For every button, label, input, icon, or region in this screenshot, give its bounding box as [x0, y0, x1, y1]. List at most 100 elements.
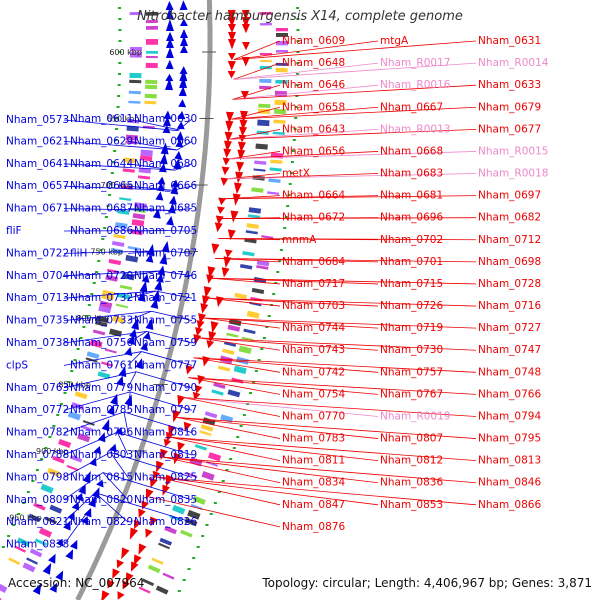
minus-strand-gene	[225, 120, 234, 133]
minus-strand-gene	[196, 320, 205, 330]
plus-strand-gene	[165, 47, 174, 59]
cog-feature	[201, 471, 215, 481]
cog-feature	[139, 155, 153, 162]
kbp-label: 700 kbp	[101, 181, 134, 190]
cog-tick	[110, 172, 114, 174]
minus-strand-gene	[165, 431, 174, 442]
cog-tick	[118, 18, 122, 20]
minus-strand-gene	[150, 477, 158, 488]
gene-label: Nham_R0019	[380, 410, 450, 422]
cog-tick	[35, 469, 39, 471]
gene-label: Nham_0738	[6, 337, 69, 349]
plus-strand-gene	[165, 8, 174, 20]
leader-line	[102, 472, 193, 501]
cog-feature	[275, 40, 288, 46]
cog-feature	[58, 438, 72, 448]
cog-tick	[7, 535, 11, 537]
leader-line	[232, 84, 379, 100]
cog-tick	[288, 183, 292, 185]
minus-strand-gene	[130, 561, 139, 572]
minus-strand-gene	[160, 448, 168, 460]
gene-label: Nham_0679	[478, 101, 541, 113]
cog-feature	[261, 235, 274, 240]
minus-strand-gene	[152, 470, 161, 479]
gene-label: Nham_0633	[478, 79, 541, 91]
gene-label: Nham_0716	[478, 300, 541, 312]
plus-strand-gene	[139, 280, 148, 293]
gene-label: Nham_0846	[478, 477, 541, 489]
gene-label: Nham_0812	[380, 455, 443, 467]
leader-line	[63, 208, 171, 211]
cog-feature	[28, 513, 41, 523]
accession-text: Accession: NC_007964	[8, 576, 145, 590]
leader-line	[193, 357, 379, 373]
cog-tick	[73, 359, 77, 361]
plus-strand-gene	[179, 69, 188, 82]
cog-feature	[112, 315, 126, 324]
plus-strand-gene	[71, 501, 80, 511]
leader-line	[207, 297, 477, 307]
cog-feature	[246, 223, 259, 229]
cog-tick	[232, 447, 236, 449]
cog-feature	[254, 160, 267, 165]
leader-line	[176, 141, 193, 151]
minus-strand-gene	[223, 256, 232, 268]
gene-label: Nham_0798	[6, 471, 69, 483]
cog-feature	[247, 214, 261, 219]
leader-line	[228, 151, 281, 160]
cog-feature	[69, 454, 83, 463]
gene-label: Nham_0648	[282, 57, 345, 69]
minus-strand-gene	[107, 579, 115, 589]
cog-tick	[265, 326, 269, 328]
leader-line	[156, 476, 379, 506]
cog-tick	[22, 502, 26, 504]
cog-feature	[162, 572, 175, 580]
gene-label: Nham_0684	[282, 256, 345, 268]
leader-line	[63, 331, 147, 344]
cog-feature	[95, 315, 109, 324]
plus-strand-gene	[152, 208, 161, 219]
gene-label: Nham_0687	[70, 203, 133, 215]
gene-label: Nham_R0017	[380, 57, 450, 69]
cog-tick	[87, 304, 91, 306]
genome-summary: Topology: circular; Length: 4,406,967 bp…	[262, 576, 592, 590]
plus-strand-gene	[55, 570, 64, 581]
leader-line	[130, 391, 193, 411]
leader-line	[203, 317, 281, 329]
cog-tick	[118, 51, 122, 53]
leader-line	[182, 397, 477, 417]
leader-line	[230, 128, 477, 140]
minus-strand-gene	[237, 149, 246, 161]
cog-tick	[290, 161, 294, 163]
cog-feature	[105, 274, 118, 282]
minus-strand-gene	[227, 38, 236, 50]
cog-feature	[268, 178, 281, 183]
plus-strand-gene	[174, 150, 183, 160]
cog-feature	[145, 55, 158, 59]
cog-feature	[137, 175, 151, 180]
leader-line	[230, 128, 379, 140]
cog-feature	[125, 254, 139, 263]
leader-line	[156, 476, 281, 506]
gene-label: Nham_0748	[478, 366, 541, 378]
gene-label: Nham_0819	[134, 449, 197, 461]
minus-strand-gene	[117, 591, 125, 600]
leader-line	[151, 310, 193, 321]
leader-line	[233, 40, 379, 60]
minus-strand-gene	[232, 193, 241, 206]
gene-label: Nham_0665	[70, 180, 133, 192]
kbp-label: 800 kbp	[76, 314, 109, 323]
cog-feature	[119, 197, 132, 202]
cog-feature	[259, 85, 272, 90]
cog-tick	[103, 227, 107, 229]
leader-line	[127, 371, 137, 388]
cog-tick	[118, 7, 122, 9]
cog-tick	[82, 326, 86, 328]
plus-strand-gene	[179, 76, 188, 89]
leader-line	[63, 141, 178, 151]
leader-line	[94, 492, 193, 523]
gene-label: Nham_0742	[282, 366, 345, 378]
minus-strand-gene	[208, 331, 217, 343]
gene-label: Nham_0795	[478, 433, 541, 445]
cog-tick	[108, 194, 112, 196]
